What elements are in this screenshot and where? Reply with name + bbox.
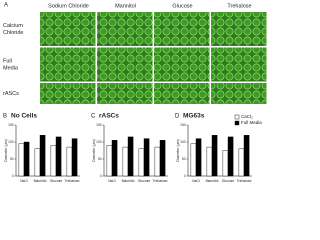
y-tick-label: 100 bbox=[8, 140, 14, 144]
y-axis-label: Diameter (μm) bbox=[4, 139, 8, 161]
micrograph bbox=[40, 12, 96, 46]
row-label: Chloride bbox=[3, 30, 23, 36]
micrograph bbox=[40, 47, 96, 82]
micrograph bbox=[211, 12, 267, 46]
bar bbox=[50, 145, 57, 177]
column-label: Sodium Chloride bbox=[48, 3, 89, 9]
bar bbox=[195, 138, 202, 177]
micrograph bbox=[154, 47, 210, 82]
column-label: Mannitol bbox=[115, 3, 136, 9]
micrograph bbox=[211, 83, 267, 104]
panel-label: C bbox=[91, 114, 96, 120]
bar bbox=[238, 148, 245, 177]
column-label: Glucose bbox=[172, 3, 192, 9]
y-tick-label: 50 bbox=[98, 157, 102, 161]
legend-swatch bbox=[234, 114, 240, 120]
bar bbox=[227, 136, 234, 177]
x-tick-label: NaCl bbox=[20, 179, 28, 183]
row-label: Calcium bbox=[3, 23, 23, 29]
y-axis-label: Diameter (μm) bbox=[92, 139, 96, 161]
micrograph bbox=[97, 47, 153, 82]
row-label: Full bbox=[3, 58, 12, 64]
bar bbox=[222, 150, 229, 177]
bar bbox=[34, 148, 41, 177]
x-tick-label: Trehalose bbox=[153, 179, 168, 183]
y-tick-label: 150 bbox=[8, 123, 14, 127]
y-tick-label: 0 bbox=[184, 174, 186, 178]
x-tick-label: Glucose bbox=[50, 179, 63, 183]
bar bbox=[211, 134, 218, 177]
bar bbox=[159, 140, 166, 177]
micrograph bbox=[97, 12, 153, 46]
x-tick-label: Mannitol bbox=[206, 179, 219, 183]
y-axis-label: Diameter (μm) bbox=[176, 139, 180, 161]
x-tick-label: Glucose bbox=[222, 179, 235, 183]
bar bbox=[106, 145, 113, 177]
x-tick-label: Trehalose bbox=[237, 179, 252, 183]
micrograph bbox=[154, 83, 210, 104]
chart-title: rASCs bbox=[99, 113, 119, 120]
bar bbox=[206, 146, 213, 177]
x-tick-label: Mannitol bbox=[122, 179, 135, 183]
row-label: rASCs bbox=[3, 91, 19, 97]
bar bbox=[122, 146, 129, 177]
panel-label: A bbox=[4, 3, 8, 9]
legend-label: CaCl₂ bbox=[241, 114, 253, 119]
bar bbox=[71, 138, 78, 177]
row-label: Media bbox=[3, 65, 19, 71]
micrograph bbox=[97, 83, 153, 104]
bar bbox=[23, 141, 30, 177]
bar bbox=[138, 148, 145, 177]
column-label: Trehalose bbox=[227, 3, 251, 9]
x-tick-label: Trehalose bbox=[65, 179, 80, 183]
figure: A Sodium Chloride Mannitol Glucose Trehalos… bbox=[3, 3, 267, 183]
y-tick-label: 50 bbox=[182, 157, 186, 161]
y-tick-label: 100 bbox=[180, 140, 186, 144]
bar bbox=[55, 136, 62, 177]
y-tick-label: 150 bbox=[180, 123, 186, 127]
legend-swatch bbox=[234, 120, 240, 126]
bar bbox=[111, 140, 118, 177]
legend-label: Full Media bbox=[241, 120, 262, 125]
panel-label: D bbox=[175, 114, 180, 120]
x-tick-label: NaCl bbox=[192, 179, 200, 183]
y-tick-label: 50 bbox=[10, 157, 14, 161]
bar bbox=[39, 134, 46, 177]
bar bbox=[66, 146, 73, 177]
y-tick-label: 100 bbox=[96, 140, 102, 144]
y-tick-label: 150 bbox=[96, 123, 102, 127]
micrograph bbox=[211, 47, 267, 82]
micrograph bbox=[154, 12, 210, 46]
bar bbox=[243, 134, 250, 177]
micrograph bbox=[40, 83, 96, 104]
chart-title: No Cells bbox=[11, 113, 37, 120]
x-tick-label: Glucose bbox=[138, 179, 151, 183]
bar bbox=[154, 146, 161, 177]
y-tick-label: 0 bbox=[12, 174, 14, 178]
bar bbox=[18, 143, 25, 177]
panel-label: B bbox=[3, 114, 7, 120]
x-tick-label: NaCl bbox=[108, 179, 116, 183]
x-tick-label: Mannitol bbox=[34, 179, 47, 183]
chart-title: MG63s bbox=[183, 113, 205, 120]
bar bbox=[127, 136, 134, 177]
y-tick-label: 0 bbox=[100, 174, 102, 178]
bar bbox=[190, 143, 197, 177]
bar bbox=[143, 138, 150, 177]
